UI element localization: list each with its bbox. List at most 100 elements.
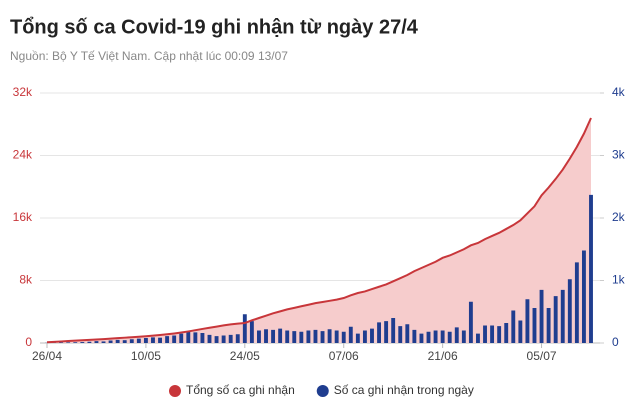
bar (511, 310, 516, 343)
bar (355, 333, 360, 343)
bar (539, 289, 544, 343)
bar (468, 301, 473, 343)
legend-marker (316, 385, 329, 397)
bar (560, 289, 565, 343)
y-tick-label: 16k (13, 210, 33, 224)
bar (115, 339, 120, 343)
y2-tick-label: 3k (612, 148, 626, 162)
bar (391, 318, 396, 343)
bar (461, 330, 466, 343)
bar (214, 336, 219, 343)
bar (490, 325, 495, 343)
bar (242, 314, 247, 343)
bar (101, 341, 106, 343)
x-tick-label: 05/07 (527, 349, 557, 363)
bar (73, 342, 78, 343)
bar (278, 328, 283, 343)
bar (200, 333, 205, 343)
bar (165, 336, 170, 343)
y-tick-label: 32k (13, 85, 33, 99)
bar (525, 299, 530, 343)
bar (581, 250, 586, 343)
bar (567, 279, 572, 343)
bar (172, 335, 177, 343)
bar (186, 331, 191, 343)
bar (370, 328, 374, 343)
x-tick-label: 21/06 (428, 349, 458, 363)
bar (151, 337, 155, 343)
bar (440, 330, 445, 343)
bar (136, 338, 141, 343)
bar (362, 330, 367, 343)
bar (447, 331, 452, 343)
bar (228, 334, 233, 343)
bar (348, 326, 353, 343)
bar (497, 326, 502, 343)
x-tick-label: 10/05 (131, 349, 161, 363)
x-tick-label: 24/05 (230, 349, 260, 363)
y2-tick-label: 1k (612, 273, 626, 287)
legend-label: Tổng số ca ghi nhận (186, 383, 295, 397)
bar (257, 330, 261, 343)
x-tick-label: 07/06 (329, 349, 359, 363)
chart-title: Tổng số ca Covid-19 ghi nhận từ ngày 27/… (10, 16, 419, 38)
bar (87, 341, 92, 343)
bar (299, 331, 304, 343)
bar (129, 339, 134, 343)
chart-subtitle: Nguồn: Bộ Y Tế Việt Nam. Cập nhật lúc 00… (10, 49, 288, 63)
bar (143, 338, 148, 343)
bar (207, 334, 212, 343)
bar (94, 341, 99, 343)
bar (66, 342, 71, 343)
legend-marker (169, 385, 181, 397)
bar (412, 329, 417, 343)
bar (235, 334, 240, 343)
bar (264, 329, 268, 343)
legend-label: Số ca ghi nhận trong ngày (334, 383, 474, 397)
bar (553, 296, 558, 343)
area (47, 118, 591, 343)
bar (419, 333, 424, 343)
bar (179, 333, 184, 343)
y2-tick-label: 0 (612, 335, 619, 349)
x-tick-label: 26/04 (32, 349, 62, 363)
bar (377, 322, 381, 343)
bar (320, 331, 325, 343)
bar (341, 331, 346, 343)
bar (483, 325, 487, 343)
bar (271, 329, 276, 343)
bar (59, 342, 64, 343)
bar (334, 330, 339, 343)
bar (221, 335, 226, 343)
bar (518, 320, 523, 343)
line (46, 117, 592, 344)
y-tick-label: 8k (19, 273, 33, 287)
bar (398, 326, 403, 343)
bar (426, 331, 431, 343)
bar (158, 337, 162, 343)
bar (108, 340, 113, 343)
bar (249, 321, 254, 343)
bar (122, 340, 127, 343)
y-tick-label: 0 (25, 335, 32, 349)
bar (476, 333, 480, 343)
bar (405, 324, 410, 343)
bar (80, 342, 85, 343)
bar (193, 332, 198, 343)
bar (384, 321, 389, 343)
bar (292, 331, 297, 343)
bar (589, 194, 593, 343)
bar (504, 323, 509, 343)
bar (285, 330, 290, 343)
y2-tick-label: 4k (612, 85, 626, 99)
bar (306, 330, 311, 343)
bar (546, 308, 551, 343)
bar (574, 262, 579, 343)
bar (532, 308, 537, 343)
y2-tick-label: 2k (612, 210, 626, 224)
bar (433, 330, 438, 343)
bar (454, 327, 459, 343)
bar (327, 329, 332, 343)
y-tick-label: 24k (13, 148, 33, 162)
